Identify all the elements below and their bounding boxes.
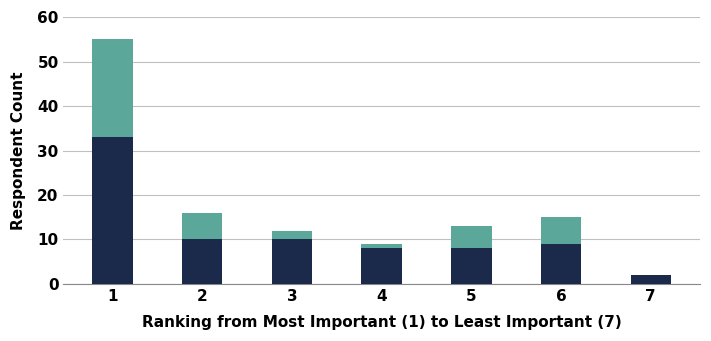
X-axis label: Ranking from Most Important (1) to Least Important (7): Ranking from Most Important (1) to Least… [141,315,621,330]
Y-axis label: Respondent Count: Respondent Count [11,71,26,230]
Bar [92,39,133,137]
Bar [361,248,402,284]
Bar [451,226,491,248]
Bar [272,231,312,239]
Bar [182,239,223,284]
Bar [451,248,491,284]
Bar [361,244,402,248]
Bar [541,217,582,244]
Bar [182,213,223,239]
Bar [272,239,312,284]
Bar [541,244,582,284]
Bar [631,275,671,284]
Bar [92,137,133,284]
